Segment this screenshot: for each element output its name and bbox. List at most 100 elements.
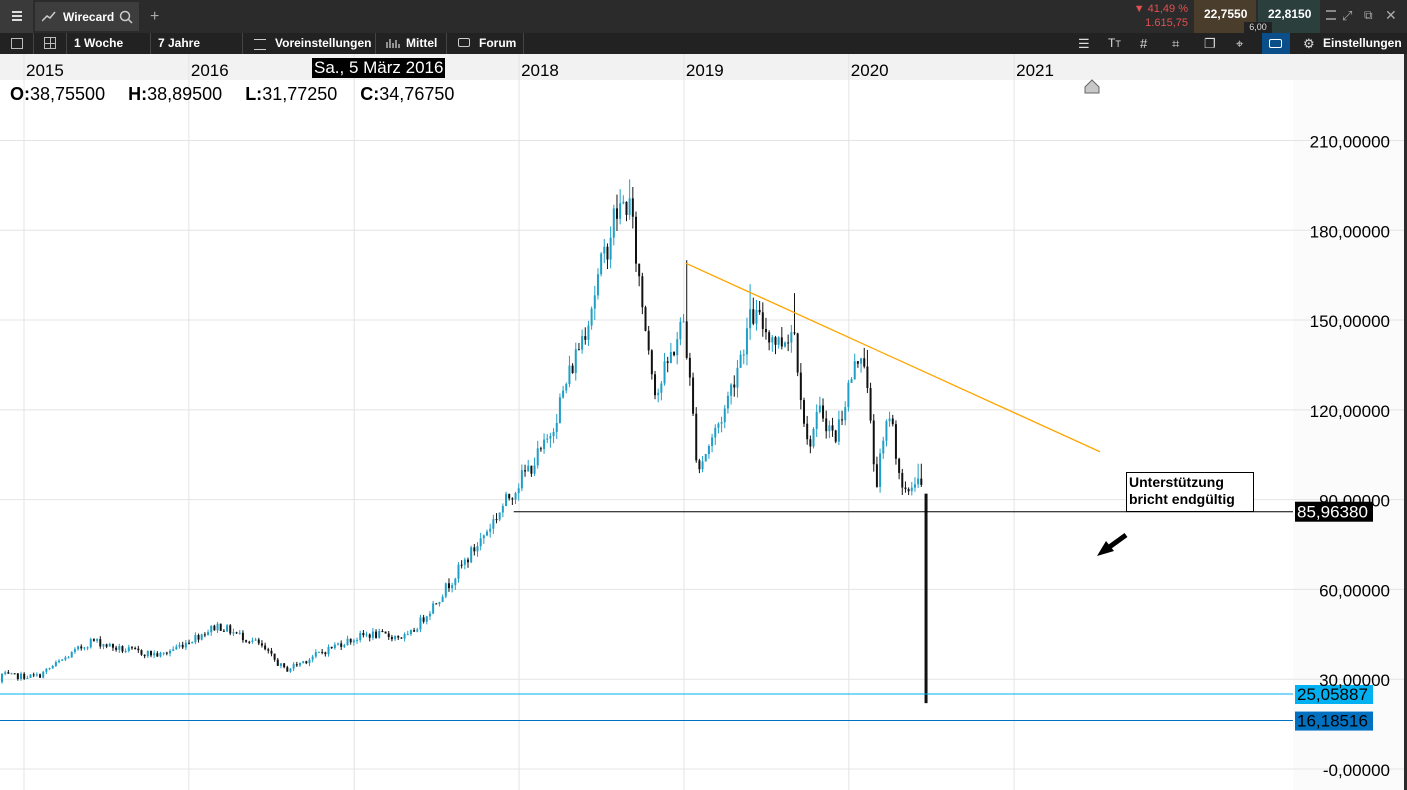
candle-body — [489, 528, 492, 532]
candle-body — [229, 625, 232, 634]
candle-body — [463, 559, 466, 565]
candle-body — [457, 564, 460, 579]
candle-body — [438, 601, 441, 604]
instrument-tab[interactable]: Wirecard — [35, 2, 139, 31]
candle-body — [872, 420, 875, 465]
gear-icon[interactable]: ⚙ — [1303, 36, 1315, 51]
hamburger-icon[interactable] — [0, 0, 33, 33]
candle-body — [159, 652, 162, 657]
add-tab-icon[interactable]: + — [150, 8, 160, 25]
candle-body — [574, 349, 577, 374]
window-menu-icon[interactable] — [1326, 10, 1336, 20]
candle-body — [524, 470, 527, 472]
bid-button[interactable]: 22,7550 — [1194, 0, 1256, 33]
candle-body — [704, 454, 707, 462]
price-level-badge — [1295, 711, 1373, 731]
align-icon[interactable]: ☰ — [1078, 36, 1090, 51]
candle-body — [536, 448, 539, 466]
layout-grid-icon[interactable] — [44, 37, 56, 49]
forum-button[interactable]: Forum — [479, 36, 517, 50]
candle-body — [42, 671, 45, 678]
candle-body — [739, 354, 742, 368]
candle-body — [48, 668, 51, 670]
candle-body — [356, 639, 359, 641]
candle-body — [330, 646, 333, 649]
candle-body — [847, 382, 850, 408]
presets-button[interactable]: Voreinstellungen — [275, 36, 372, 50]
close-icon[interactable]: ✕ — [1385, 7, 1397, 23]
toolbar-divider — [33, 33, 34, 54]
ohlc-close: 34,76750 — [379, 84, 455, 104]
candle-body — [666, 361, 669, 363]
windows-icon[interactable]: ❐ — [1204, 36, 1216, 51]
candle-body — [587, 325, 590, 340]
candle-body — [539, 448, 542, 450]
candle-body — [600, 253, 603, 275]
candle-body — [80, 646, 83, 649]
tag-icon[interactable] — [1262, 33, 1290, 54]
candle-body — [752, 309, 755, 324]
candle-body — [381, 630, 384, 632]
annotation-box[interactable]: Unterstützung bricht endgültig — [1126, 472, 1254, 512]
toolbar-divider — [150, 33, 151, 54]
candle-body — [86, 647, 89, 649]
candle-body — [520, 470, 523, 489]
candle-body — [888, 418, 891, 422]
interval-button[interactable]: 1 Woche — [74, 36, 124, 50]
indicator-button[interactable]: Mittel — [406, 36, 438, 50]
candle-body — [495, 519, 498, 521]
comment-icon — [458, 38, 470, 47]
price-chart[interactable]: 2015201620172018201920202021-0,0000030,0… — [0, 54, 1407, 790]
candle-body — [89, 639, 92, 648]
bid-price: 22,7550 — [1204, 7, 1248, 21]
candle-body — [596, 274, 599, 296]
time-axis-band — [0, 54, 1404, 80]
crosshair-grid-icon[interactable]: ⌗ — [1172, 36, 1180, 51]
candle-body — [390, 637, 393, 640]
candle-body — [324, 652, 327, 655]
crosshair-icon[interactable]: ⌖ — [1236, 36, 1244, 51]
candle-body — [482, 535, 485, 539]
crash-candle — [924, 493, 928, 704]
candle-body — [758, 309, 761, 313]
range-button[interactable]: 7 Jahre — [158, 36, 201, 50]
candle-body — [654, 374, 657, 396]
candle-body — [901, 472, 904, 488]
candle-body — [45, 668, 48, 672]
candle-body — [508, 493, 511, 499]
candle-body — [413, 630, 416, 632]
candle-body — [730, 384, 733, 396]
expand-icon[interactable]: ⤢ — [1342, 8, 1353, 23]
list-icon[interactable] — [11, 38, 23, 49]
support-badge — [1295, 501, 1373, 522]
candle-body — [853, 361, 856, 380]
candle-body — [226, 625, 229, 632]
candle-body — [460, 564, 463, 566]
candle-body — [108, 643, 111, 647]
candle-body — [815, 411, 818, 429]
text-size-icon[interactable]: TT — [1108, 36, 1121, 50]
ohlc-high: 38,89500 — [147, 84, 223, 104]
chart-right-edge — [1404, 54, 1407, 790]
candle-body — [885, 421, 888, 441]
popout-icon[interactable]: ⧉ — [1364, 8, 1373, 22]
price-tick-label: 120,00000 — [1310, 402, 1390, 421]
chart-grid — [0, 54, 1404, 790]
candle-body — [254, 639, 257, 641]
candle-body — [647, 330, 650, 351]
candle-body — [879, 453, 882, 487]
candle-body — [831, 425, 834, 431]
settings-button[interactable]: Einstellungen — [1323, 36, 1402, 50]
search-icon[interactable] — [119, 10, 133, 24]
candle-body — [787, 342, 790, 344]
grid-icon[interactable]: # — [1140, 36, 1148, 51]
candle-body — [568, 365, 571, 384]
candle-body — [143, 654, 146, 657]
change-box: ▼ 41,49 % 1.615,75 — [1124, 0, 1192, 33]
candle-body — [118, 646, 121, 650]
candle-body — [308, 659, 311, 664]
candle-body — [809, 439, 812, 447]
candle-body — [441, 596, 444, 602]
candle-body — [260, 643, 263, 646]
candle-body — [558, 397, 561, 423]
